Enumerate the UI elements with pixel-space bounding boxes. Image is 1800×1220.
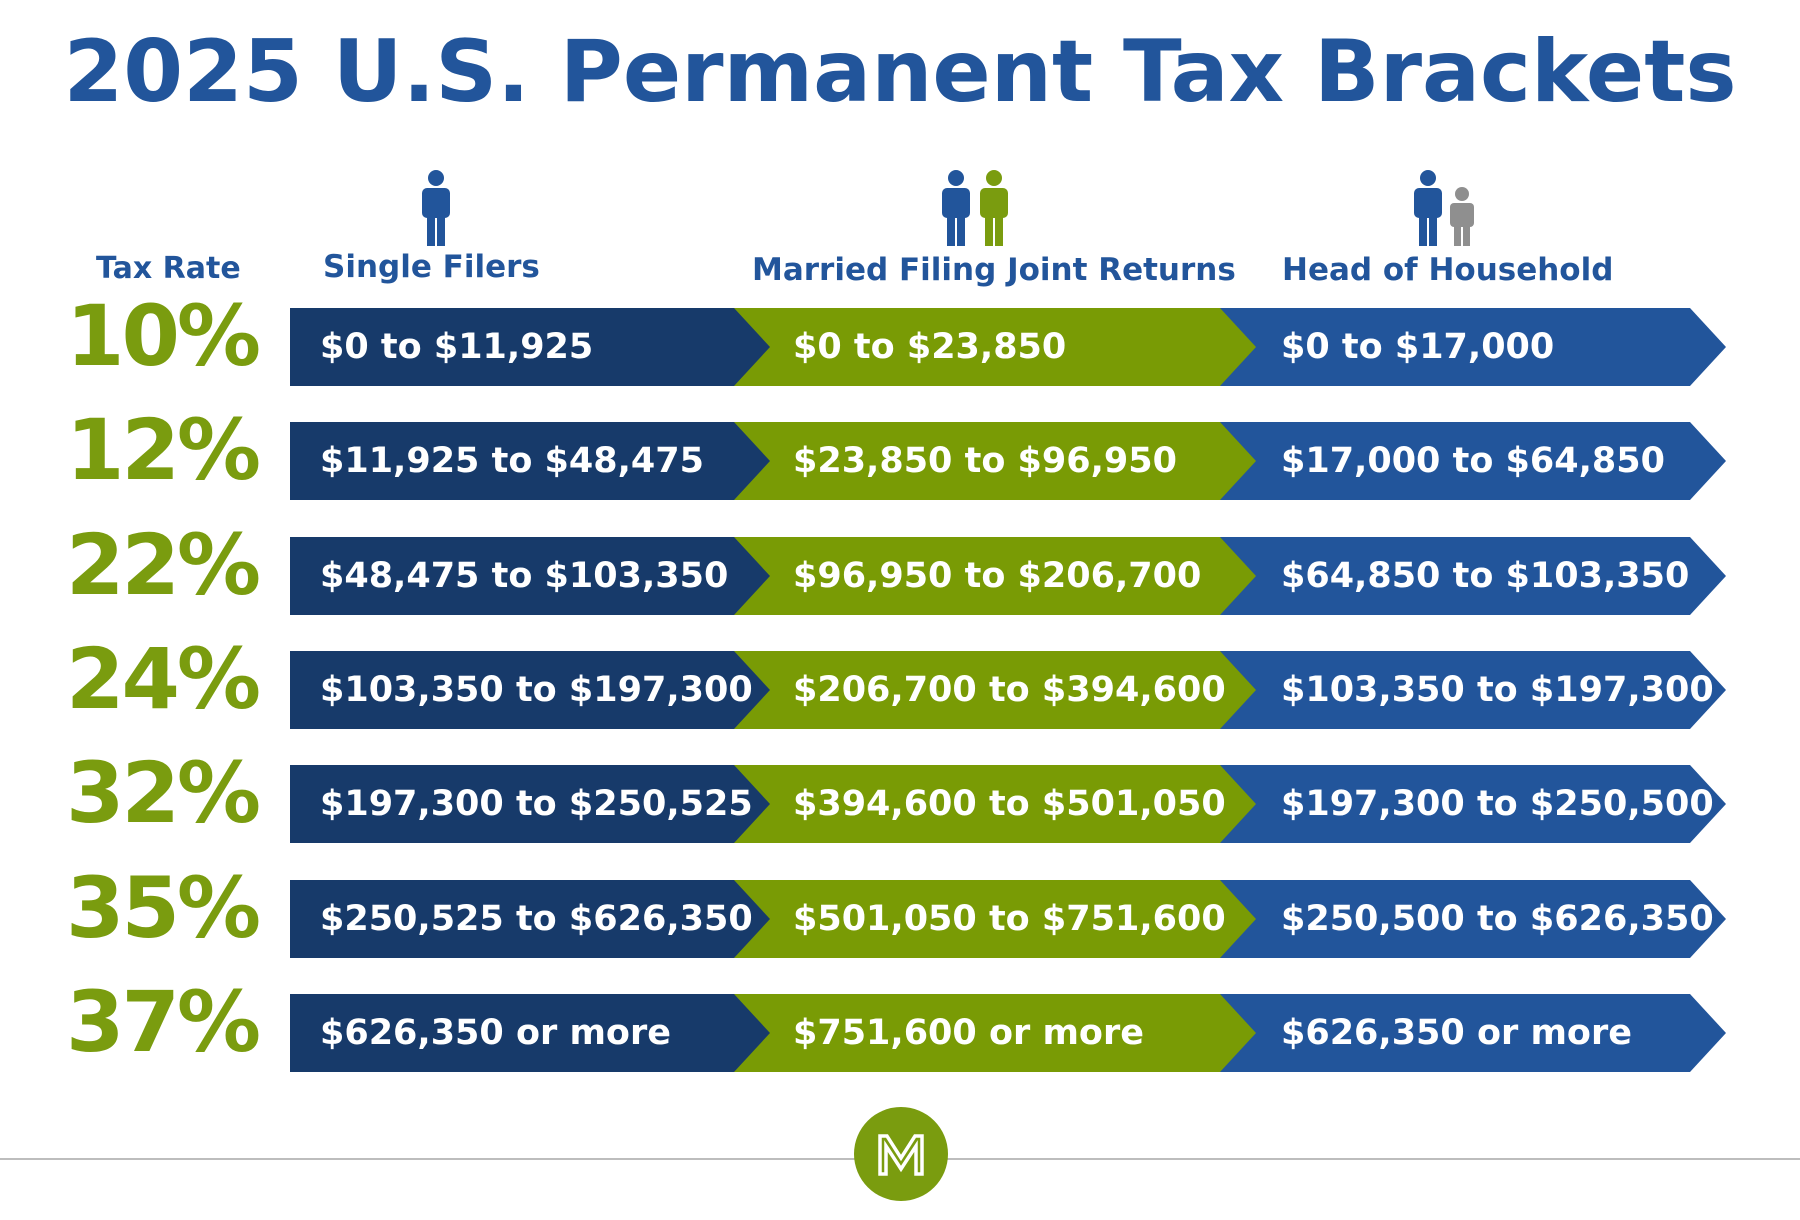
tax-rate-value: 37% (66, 973, 261, 1071)
married-bracket-text: $23,850 to $96,950 (793, 441, 1177, 481)
single-bracket-text: $197,300 to $250,525 (320, 784, 753, 824)
married-bracket-text: $0 to $23,850 (793, 327, 1067, 367)
tax-rate-value: 32% (66, 744, 261, 842)
married-segment (710, 651, 1256, 729)
single-bracket-text: $626,350 or more (320, 1013, 671, 1053)
bracket-row: 12% $11,925 to $48,475 $23,850 to $96,950 $… (0, 408, 1800, 500)
bracket-bar: $250,525 to $626,350 $501,050 to $751,600… (290, 880, 1726, 958)
single-segment (290, 537, 770, 615)
header-married-joint: Married Filing Joint Returns (752, 252, 1236, 288)
single-bracket-text: $48,475 to $103,350 (320, 556, 729, 596)
single-segment (290, 880, 770, 958)
bracket-row: 32% $197,300 to $250,525 $394,600 to $501,… (0, 751, 1800, 843)
head-bracket-text: $197,300 to $250,500 (1281, 784, 1714, 824)
married-bracket-text: $206,700 to $394,600 (793, 670, 1226, 710)
head-segment (1190, 537, 1726, 615)
single-bracket-text: $250,525 to $626,350 (320, 899, 753, 939)
couple-icon (942, 170, 1008, 246)
header-head-of-household: Head of Household (1282, 252, 1614, 288)
bracket-bar: $48,475 to $103,350 $96,950 to $206,700 $6… (290, 537, 1726, 615)
head-segment (1190, 994, 1726, 1072)
married-segment (710, 994, 1256, 1072)
head-segment (1190, 880, 1726, 958)
head-segment (1190, 765, 1726, 843)
single-segment (290, 308, 770, 386)
head-bracket-text: $0 to $17,000 (1281, 327, 1555, 367)
head-segment (1190, 651, 1726, 729)
tax-rate-value: 12% (66, 401, 261, 499)
bracket-row: 35% $250,525 to $626,350 $501,050 to $751,… (0, 866, 1800, 958)
head-segment (1190, 308, 1726, 386)
single-segment (290, 651, 770, 729)
single-segment (290, 422, 770, 500)
head-bracket-text: $17,000 to $64,850 (1281, 441, 1665, 481)
married-segment (710, 422, 1256, 500)
married-segment (710, 537, 1256, 615)
person-icon (422, 170, 450, 246)
bracket-row: 37% $626,350 or more $751,600 or more $626,… (0, 980, 1800, 1072)
married-bracket-text: $394,600 to $501,050 (793, 784, 1226, 824)
page-title: 2025 U.S. Permanent Tax Brackets (63, 22, 1737, 122)
tax-rate-value: 22% (66, 516, 261, 614)
single-segment (290, 765, 770, 843)
married-segment (710, 308, 1256, 386)
single-segment (290, 994, 770, 1072)
head-segment (1190, 422, 1726, 500)
married-bracket-text: $751,600 or more (793, 1013, 1144, 1053)
married-segment (710, 765, 1256, 843)
single-bracket-text: $0 to $11,925 (320, 327, 594, 367)
single-bracket-text: $11,925 to $48,475 (320, 441, 704, 481)
bracket-bar: $103,350 to $197,300 $206,700 to $394,600… (290, 651, 1726, 729)
tax-rate-value: 24% (66, 630, 261, 728)
married-bracket-text: $96,950 to $206,700 (793, 556, 1202, 596)
bracket-row: 22% $48,475 to $103,350 $96,950 to $206,70… (0, 523, 1800, 615)
parent-child-icon (1414, 170, 1474, 246)
bracket-bar: $197,300 to $250,525 $394,600 to $501,050… (290, 765, 1726, 843)
head-bracket-text: $626,350 or more (1281, 1013, 1632, 1053)
head-bracket-text: $64,850 to $103,350 (1281, 556, 1690, 596)
bracket-row: 24% $103,350 to $197,300 $206,700 to $394,… (0, 637, 1800, 729)
bracket-bar: $626,350 or more $751,600 or more $626,350… (290, 994, 1726, 1072)
tax-rate-value: 35% (66, 859, 261, 957)
header-tax-rate: Tax Rate (96, 251, 241, 286)
married-bracket-text: $501,050 to $751,600 (793, 899, 1226, 939)
m-logo (854, 1107, 948, 1201)
header-single-filers: Single Filers (323, 249, 540, 285)
married-segment (710, 880, 1256, 958)
head-bracket-text: $250,500 to $626,350 (1281, 899, 1714, 939)
head-bracket-text: $103,350 to $197,300 (1281, 670, 1714, 710)
single-bracket-text: $103,350 to $197,300 (320, 670, 753, 710)
bracket-row: 10% $0 to $11,925 $0 to $23,850 $0 to $17,0… (0, 294, 1800, 386)
bracket-bar: $11,925 to $48,475 $23,850 to $96,950 $17,… (290, 422, 1726, 500)
tax-rate-value: 10% (66, 287, 261, 385)
bracket-bar: $0 to $11,925 $0 to $23,850 $0 to $17,000 (290, 308, 1726, 386)
